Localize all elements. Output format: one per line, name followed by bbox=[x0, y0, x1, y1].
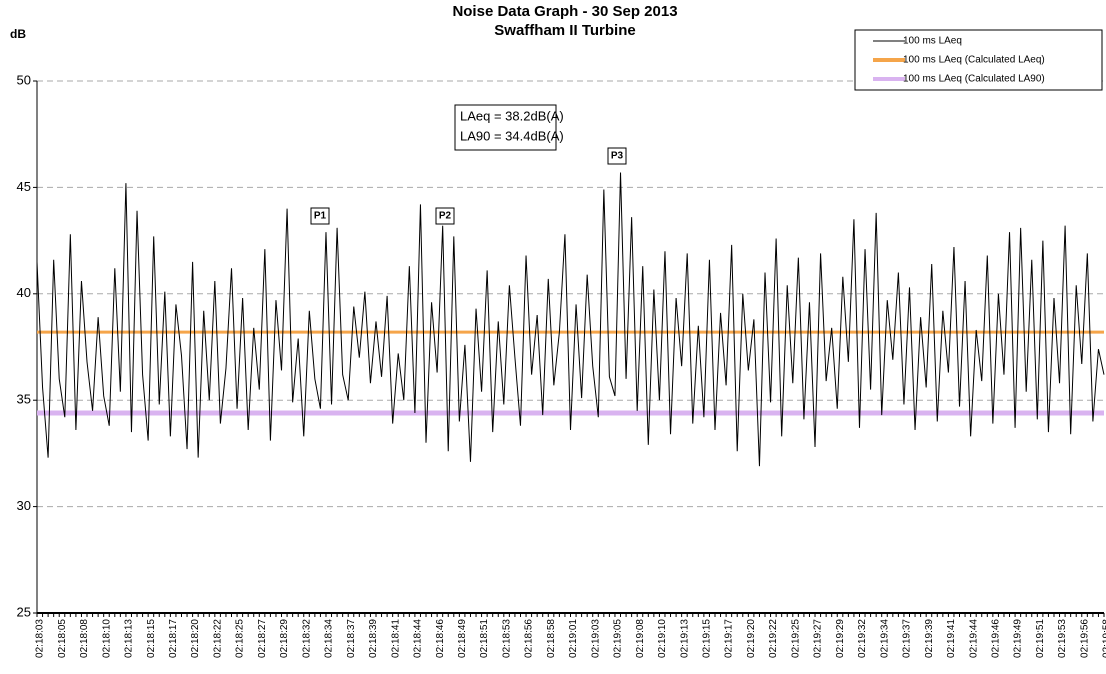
x-tick-label: 02:19:10 bbox=[657, 619, 668, 658]
legend-label: 100 ms LAeq (Calculated LA90) bbox=[903, 74, 1045, 85]
x-tick-label: 02:18:05 bbox=[57, 619, 68, 658]
x-tick-label: 02:19:15 bbox=[702, 619, 713, 658]
y-axis-label: dB bbox=[10, 27, 26, 41]
x-tick-label: 02:19:20 bbox=[746, 619, 757, 658]
legend-label: 100 ms LAeq bbox=[903, 36, 962, 47]
x-tick-label: 02:19:29 bbox=[835, 619, 846, 658]
x-tick-label: 02:19:58 bbox=[1102, 619, 1106, 658]
x-tick-label: 02:19:49 bbox=[1013, 619, 1024, 658]
x-tick-label: 02:18:51 bbox=[479, 619, 490, 658]
annotation: LAeq = 38.2dB(A) bbox=[460, 108, 564, 123]
x-tick-label: 02:19:34 bbox=[879, 619, 890, 658]
x-tick-label: 02:19:22 bbox=[768, 619, 779, 658]
x-tick-label: 02:18:39 bbox=[368, 619, 379, 658]
x-tick-label: 02:18:32 bbox=[301, 619, 312, 658]
x-tick-label: 02:18:58 bbox=[546, 619, 557, 658]
peak-label: P3 bbox=[611, 151, 624, 162]
x-tick-label: 02:18:37 bbox=[346, 619, 357, 658]
x-tick-label: 02:18:49 bbox=[457, 619, 468, 658]
y-tick-label: 50 bbox=[17, 72, 31, 87]
y-tick-label: 30 bbox=[17, 498, 31, 513]
x-tick-label: 02:18:29 bbox=[279, 619, 290, 658]
x-tick-label: 02:19:03 bbox=[590, 619, 601, 658]
x-tick-label: 02:18:10 bbox=[101, 619, 112, 658]
x-tick-label: 02:18:03 bbox=[35, 619, 46, 658]
peak-box bbox=[607, 147, 627, 165]
peak-label: P2 bbox=[439, 211, 452, 222]
x-tick-label: 02:18:15 bbox=[146, 619, 157, 658]
x-tick-label: 02:18:13 bbox=[124, 619, 135, 658]
y-tick-label: 45 bbox=[17, 179, 31, 194]
x-tick-label: 02:18:27 bbox=[257, 619, 268, 658]
x-tick-label: 02:19:44 bbox=[968, 619, 979, 658]
x-tick-label: 02:18:53 bbox=[501, 619, 512, 658]
x-tick-label: 02:18:46 bbox=[435, 619, 446, 658]
x-tick-label: 02:19:41 bbox=[946, 619, 957, 658]
data-line bbox=[36, 172, 1105, 467]
x-tick-label: 02:19:39 bbox=[924, 619, 935, 658]
chart-title: Noise Data Graph - 30 Sep 2013 bbox=[452, 3, 677, 20]
chart-subtitle: Swaffham II Turbine bbox=[494, 22, 635, 39]
peak-box bbox=[310, 207, 330, 225]
x-tick-label: 02:19:01 bbox=[568, 619, 579, 658]
x-tick-label: 02:18:44 bbox=[413, 619, 424, 658]
x-tick-label: 02:18:20 bbox=[190, 619, 201, 658]
x-tick-label: 02:19:17 bbox=[724, 619, 735, 658]
x-tick-label: 02:19:13 bbox=[679, 619, 690, 658]
x-tick-label: 02:19:51 bbox=[1035, 619, 1046, 658]
x-tick-label: 02:19:56 bbox=[1079, 619, 1090, 658]
x-tick-label: 02:19:27 bbox=[813, 619, 824, 658]
annotation-box bbox=[454, 104, 557, 151]
x-tick-label: 02:19:25 bbox=[790, 619, 801, 658]
x-tick-label: 02:19:08 bbox=[635, 619, 646, 658]
y-tick-label: 35 bbox=[17, 392, 31, 407]
legend-label: 100 ms LAeq (Calculated LAeq) bbox=[903, 55, 1045, 66]
peak-label: P1 bbox=[314, 211, 327, 222]
peak-box bbox=[435, 207, 455, 225]
x-tick-label: 02:19:32 bbox=[857, 619, 868, 658]
x-tick-label: 02:19:37 bbox=[902, 619, 913, 658]
annotation: LA90 = 34.4dB(A) bbox=[460, 128, 564, 143]
x-tick-label: 02:18:56 bbox=[524, 619, 535, 658]
y-tick-label: 40 bbox=[17, 285, 31, 300]
x-tick-label: 02:18:17 bbox=[168, 619, 179, 658]
x-tick-label: 02:18:25 bbox=[235, 619, 246, 658]
x-tick-label: 02:18:22 bbox=[212, 619, 223, 658]
x-tick-label: 02:18:08 bbox=[79, 619, 90, 658]
x-tick-label: 02:19:53 bbox=[1057, 619, 1068, 658]
x-tick-label: 02:18:41 bbox=[390, 619, 401, 658]
y-tick-label: 25 bbox=[17, 604, 31, 619]
x-tick-label: 02:19:46 bbox=[990, 619, 1001, 658]
x-tick-label: 02:19:05 bbox=[613, 619, 624, 658]
x-tick-label: 02:18:34 bbox=[324, 619, 335, 658]
